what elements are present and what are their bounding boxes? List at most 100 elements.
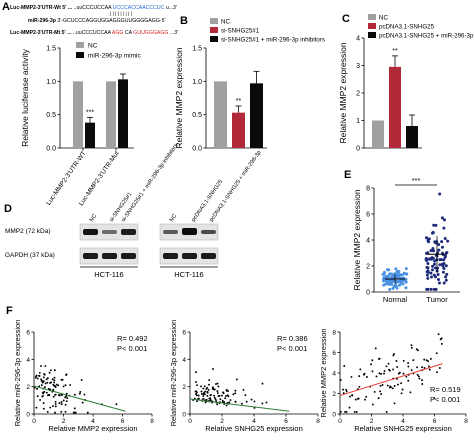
chart-f2-point <box>234 400 237 403</box>
chart-f2-point <box>204 390 207 393</box>
chart-f2-point <box>202 387 205 390</box>
chart-f1-point <box>86 411 89 414</box>
chart-f1-point <box>64 384 67 387</box>
chart-f1-point <box>80 379 83 381</box>
chart-f2-point <box>202 397 205 400</box>
chart-e-point <box>431 264 435 268</box>
chart-f3-point <box>387 362 390 365</box>
chart-e-point <box>434 223 438 227</box>
chart-f3-x-tick-label: 0 <box>338 418 342 425</box>
chart-f1-point <box>66 397 69 400</box>
chart-f2-point <box>209 399 212 402</box>
chart-f2-point <box>235 378 238 381</box>
chart-e-point <box>388 287 392 291</box>
chart-a-y-tick-label: 1.0 <box>46 79 56 86</box>
chart-f3-y-tick-label: 6 <box>332 350 336 357</box>
chart-f1-point <box>40 365 42 368</box>
chart-b-bar <box>232 112 245 148</box>
chart-f3-point <box>353 411 356 413</box>
band-left-gapdh-3 <box>121 253 136 259</box>
chart-f3-point <box>342 388 344 391</box>
seq-mir-seq: 3'-GCUCCCAGGUGGAGGGUUGGGGAGG-5' <box>57 18 165 24</box>
chart-f1-point <box>65 395 68 398</box>
chart-f1-point <box>48 394 51 397</box>
chart-e-point <box>382 270 386 274</box>
chart-f3-point <box>345 411 348 413</box>
chart-b-legend-swatch <box>210 36 218 42</box>
chart-f1-point <box>48 371 51 374</box>
chart-f2-point <box>202 393 205 396</box>
chart-f1-point <box>41 381 44 384</box>
chart-e-point <box>437 281 441 285</box>
chart-e-point <box>404 280 408 284</box>
chart-f1-point <box>38 374 41 377</box>
chart-f1-point <box>65 374 68 376</box>
chart-f3-point <box>343 365 346 367</box>
chart-e-point <box>439 258 443 262</box>
chart-e-point <box>432 223 436 227</box>
band-right-mmp2-1 <box>163 230 178 234</box>
chart-e-point <box>443 237 447 241</box>
chart-b-y-axis-label: Relative MMP2 expression <box>174 47 184 148</box>
chart-f1-stat-r: R= 0.492 <box>117 334 148 343</box>
chart-f3-point <box>421 383 424 385</box>
chart-f1-point <box>74 411 77 414</box>
chart-f2-y-tick-label: 2 <box>182 384 186 391</box>
chart-e-point <box>389 281 393 285</box>
chart-e-y-tick-label: 6 <box>366 212 370 219</box>
chart-f2-x-tick-label: 2 <box>220 418 224 425</box>
band-right-mmp2-3 <box>201 230 216 234</box>
chart-f3-point <box>405 375 408 378</box>
seq-mut-label: Luc-MMP2-3'UTR-Mt 5' ... <box>10 30 72 36</box>
chart-f3-point <box>345 390 348 393</box>
chart-c-bar <box>372 120 384 148</box>
chart-e-point <box>394 267 398 271</box>
chart-f2-point <box>227 390 229 393</box>
chart-e-point <box>434 266 438 270</box>
chart-f1-point <box>44 365 47 367</box>
panel-label-a: A <box>2 1 10 13</box>
chart-f1-point <box>41 394 44 397</box>
chart-f1-point <box>45 378 48 381</box>
chart-e-point <box>398 279 402 283</box>
chart-f2-point <box>214 383 217 385</box>
chart-e-point <box>441 264 445 268</box>
chart-f1-x-tick-label: 0 <box>32 418 36 425</box>
chart-f3-point <box>358 375 361 378</box>
lane-label-si-snhg25-inhibitors: si-SNHG25#1 + miR-296-3p inhibitors <box>121 143 180 224</box>
chart-e-point <box>424 257 428 261</box>
chart-f2-point <box>261 402 264 405</box>
chart-f2-point <box>244 394 247 397</box>
chart-e-point <box>393 283 397 287</box>
chart-f2-point <box>216 382 219 385</box>
chart-c-bar <box>389 66 401 148</box>
chart-f1-point <box>45 391 48 394</box>
chart-f1-point <box>73 411 76 414</box>
chart-f3-fit-line <box>339 363 443 397</box>
chart-a-significance: *** <box>86 109 94 116</box>
chart-f1-point <box>42 407 45 410</box>
chart-a-bar <box>85 122 95 148</box>
chart-e-point <box>445 272 449 276</box>
chart-f2-y-tick-label: 6 <box>182 330 186 337</box>
chart-f3-point <box>351 394 354 397</box>
chart-f2-point <box>206 394 209 397</box>
chart-e-point <box>432 249 436 253</box>
band-right-gapdh-3 <box>201 253 216 259</box>
chart-c-legend-label: pcDNA3.1-SNHG25 + miR-296-3p <box>379 33 474 40</box>
chart-f2-point <box>265 401 268 404</box>
chart-f3-point <box>421 366 424 369</box>
chart-f1-point <box>51 378 54 381</box>
chart-c-legend-swatch <box>368 32 376 38</box>
chart-f3-point <box>407 379 410 382</box>
chart-f1-point <box>65 392 68 395</box>
chart-f3-point <box>383 372 385 375</box>
chart-f2-point <box>195 393 197 396</box>
chart-c-significance: ** <box>392 48 398 55</box>
chart-f1-point <box>83 393 86 396</box>
chart-c-legend-swatch <box>368 14 376 20</box>
chart-f2-point <box>232 393 235 396</box>
chart-f3-point <box>371 403 374 406</box>
chart-e-point <box>432 273 436 277</box>
chart-f2-point <box>214 398 217 401</box>
